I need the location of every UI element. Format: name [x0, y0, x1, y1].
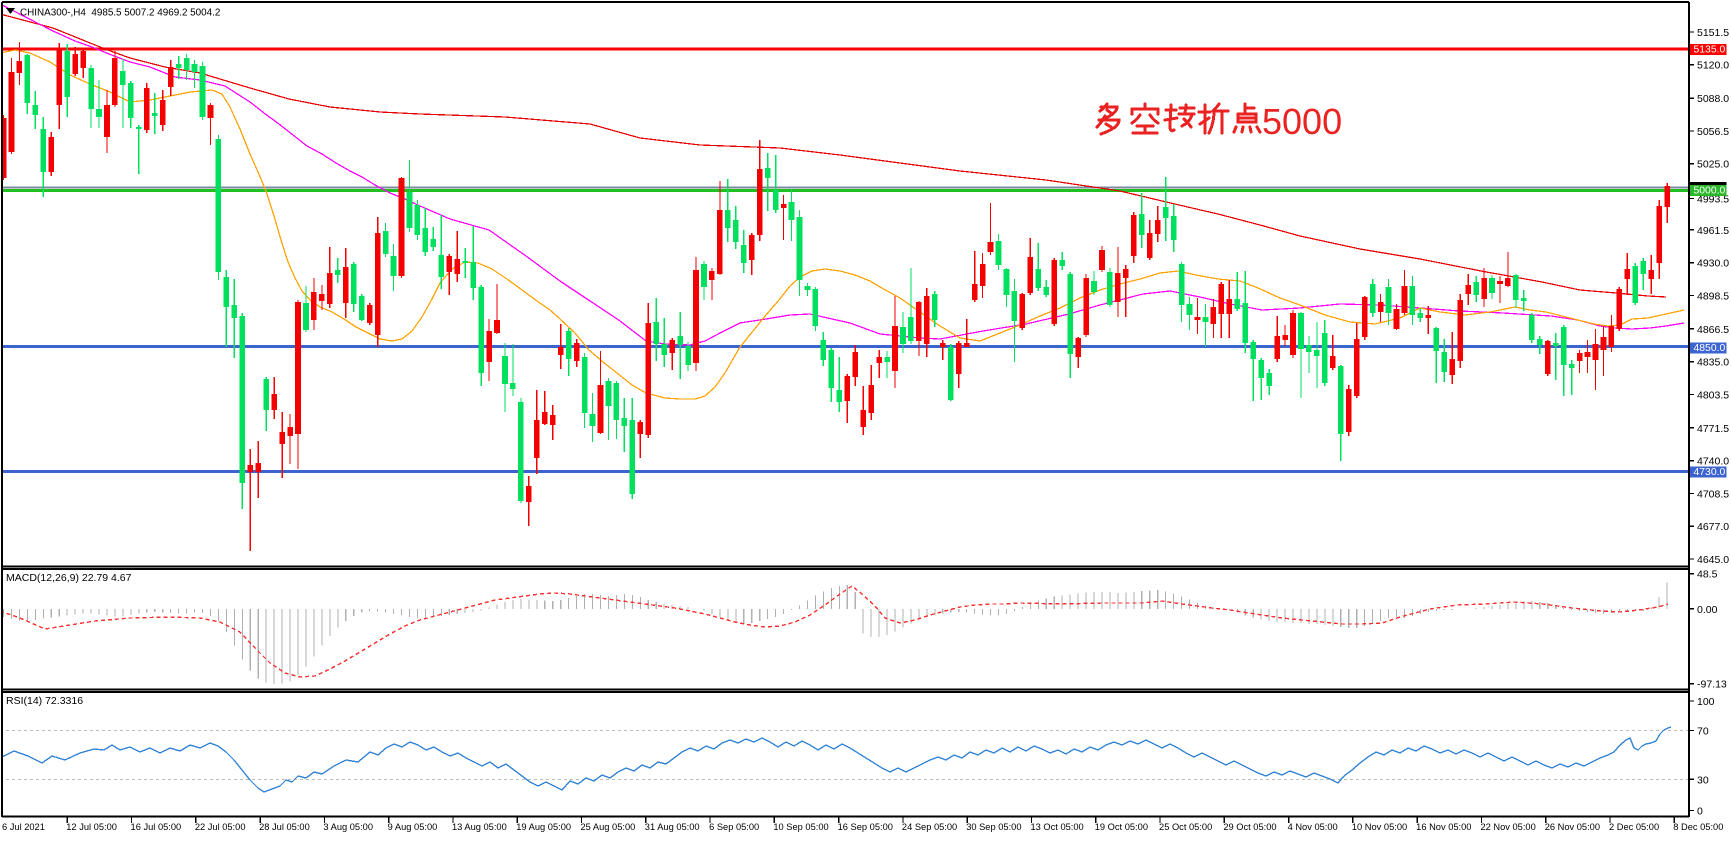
- svg-text:4708.5: 4708.5: [1697, 488, 1729, 500]
- svg-text:4803.5: 4803.5: [1697, 389, 1729, 401]
- svg-text:13 Aug 05:00: 13 Aug 05:00: [452, 822, 507, 832]
- svg-text:12 Jul 05:00: 12 Jul 05:00: [66, 822, 117, 832]
- svg-text:CHINA300-,H4 4985.5 5007.2 49: CHINA300-,H4 4985.5 5007.2 4969.2 5004.2: [20, 8, 220, 19]
- svg-text:30 Sep 05:00: 30 Sep 05:00: [966, 822, 1021, 832]
- svg-text:4740.0: 4740.0: [1697, 456, 1729, 468]
- svg-text:29 Oct 05:00: 29 Oct 05:00: [1223, 822, 1276, 832]
- svg-text:22 Jul 05:00: 22 Jul 05:00: [195, 822, 246, 832]
- svg-text:10 Nov 05:00: 10 Nov 05:00: [1352, 822, 1407, 832]
- svg-text:4835.0: 4835.0: [1697, 357, 1729, 369]
- svg-text:25 Oct 05:00: 25 Oct 05:00: [1159, 822, 1212, 832]
- svg-text:28 Jul 05:00: 28 Jul 05:00: [259, 822, 310, 832]
- svg-text:25 Aug 05:00: 25 Aug 05:00: [581, 822, 636, 832]
- svg-text:4677.0: 4677.0: [1697, 521, 1729, 533]
- svg-text:4993.5: 4993.5: [1697, 194, 1729, 206]
- svg-text:0: 0: [1697, 805, 1703, 817]
- svg-text:30: 30: [1697, 774, 1709, 786]
- svg-text:16 Sep 05:00: 16 Sep 05:00: [838, 822, 893, 832]
- svg-text:16 Nov 05:00: 16 Nov 05:00: [1416, 822, 1471, 832]
- svg-text:5135.0: 5135.0: [1694, 45, 1726, 56]
- svg-text:4898.5: 4898.5: [1697, 290, 1729, 302]
- svg-text:0.00: 0.00: [1697, 604, 1718, 616]
- svg-text:5000.0: 5000.0: [1694, 186, 1726, 197]
- svg-text:19 Aug 05:00: 19 Aug 05:00: [516, 822, 571, 832]
- svg-text:5120.0: 5120.0: [1697, 60, 1729, 72]
- svg-text:8 Dec 05:00: 8 Dec 05:00: [1673, 822, 1723, 832]
- svg-text:5088.0: 5088.0: [1697, 93, 1729, 105]
- svg-text:10 Sep 05:00: 10 Sep 05:00: [773, 822, 828, 832]
- svg-text:31 Aug 05:00: 31 Aug 05:00: [645, 822, 700, 832]
- svg-text:4866.5: 4866.5: [1697, 324, 1729, 336]
- svg-text:4730.0: 4730.0: [1694, 467, 1726, 478]
- svg-text:6 Jul 2021: 6 Jul 2021: [2, 822, 45, 832]
- svg-text:4930.0: 4930.0: [1697, 258, 1729, 270]
- svg-text:5000: 5000: [1262, 101, 1342, 142]
- svg-text:100: 100: [1697, 696, 1715, 708]
- svg-text:9 Aug 05:00: 9 Aug 05:00: [388, 822, 438, 832]
- svg-text:26 Nov 05:00: 26 Nov 05:00: [1545, 822, 1600, 832]
- svg-text:2 Dec 05:00: 2 Dec 05:00: [1609, 822, 1659, 832]
- svg-text:4850.0: 4850.0: [1694, 343, 1726, 354]
- svg-text:48.5: 48.5: [1697, 569, 1718, 581]
- svg-text:19 Oct 05:00: 19 Oct 05:00: [1095, 822, 1148, 832]
- svg-text:4961.5: 4961.5: [1697, 225, 1729, 237]
- svg-text:4645.0: 4645.0: [1697, 554, 1729, 566]
- svg-text:3 Aug 05:00: 3 Aug 05:00: [323, 822, 373, 832]
- svg-text:5151.5: 5151.5: [1697, 27, 1729, 39]
- svg-text:4 Nov 05:00: 4 Nov 05:00: [1288, 822, 1338, 832]
- svg-text:22 Nov 05:00: 22 Nov 05:00: [1480, 822, 1535, 832]
- svg-text:6 Sep 05:00: 6 Sep 05:00: [709, 822, 759, 832]
- svg-text:16 Jul 05:00: 16 Jul 05:00: [131, 822, 182, 832]
- svg-text:70: 70: [1697, 725, 1709, 737]
- svg-text:5025.0: 5025.0: [1697, 159, 1729, 171]
- svg-text:4771.5: 4771.5: [1697, 423, 1729, 435]
- svg-text:24 Sep 05:00: 24 Sep 05:00: [902, 822, 957, 832]
- svg-text:-97.13: -97.13: [1697, 679, 1727, 691]
- svg-text:13 Oct 05:00: 13 Oct 05:00: [1030, 822, 1083, 832]
- svg-text:MACD(12,26,9) 22.79 4.67: MACD(12,26,9) 22.79 4.67: [6, 572, 132, 584]
- svg-text:5056.5: 5056.5: [1697, 126, 1729, 138]
- svg-text:RSI(14) 72.3316: RSI(14) 72.3316: [6, 695, 83, 707]
